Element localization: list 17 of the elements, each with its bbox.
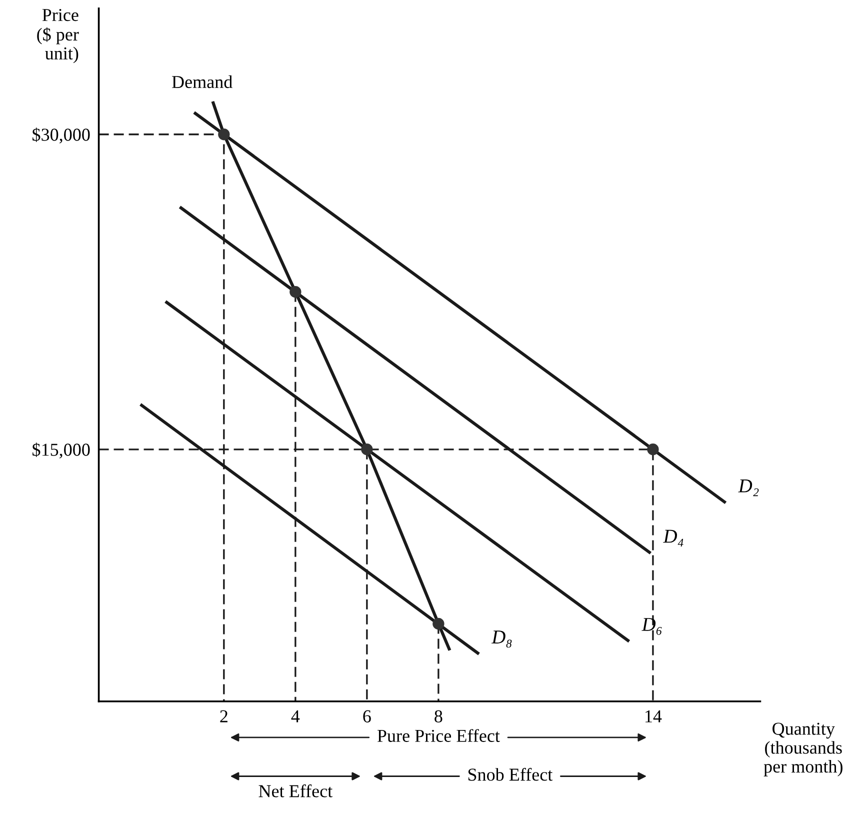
x-tick-label: 2 (220, 710, 228, 722)
series-label: D₈ (491, 630, 512, 648)
series-label: D₆ (642, 618, 662, 635)
series-label: D₂ (738, 479, 759, 496)
y-tick-label: $30,000 (32, 128, 90, 144)
text: Snob Effect (468, 768, 553, 781)
x-axis-title: Quantity (thousands per month) (764, 722, 842, 776)
text: Pure Price Effect (377, 729, 500, 742)
series-label: Demand (172, 75, 232, 88)
series-label: D₄ (663, 530, 684, 547)
x-tick-label: 14 (646, 710, 662, 722)
y-axis-title: Price ($ per unit) (37, 8, 79, 64)
text: Net Effect (258, 784, 333, 798)
y-tick-label: $15,000 (32, 442, 90, 458)
x-tick-label: 6 (363, 710, 371, 722)
x-tick-label: 4 (291, 710, 300, 722)
x-tick-label: 8 (434, 710, 442, 722)
